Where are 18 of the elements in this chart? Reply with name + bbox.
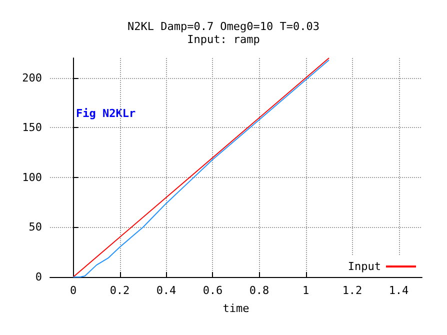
x-tick-label: 1.2: [342, 284, 362, 297]
y-tick-label: 200: [22, 71, 42, 84]
x-tick-label: 0.8: [249, 284, 270, 297]
chart-subtitle: Input: ramp: [187, 33, 260, 46]
x-tick-label: 0.4: [156, 284, 177, 297]
y-tick-label: 150: [22, 121, 42, 134]
x-tick-label: 0: [70, 284, 77, 297]
y-tick-label: 0: [35, 270, 42, 284]
annotation: Fig N2KLr: [76, 107, 136, 120]
chart-title: N2KL Damp=0.7 Omeg0=10 T=0.03: [127, 20, 320, 33]
x-tick-label: 1: [302, 284, 310, 297]
x-tick-label: 0.6: [202, 284, 223, 297]
y-tick-label: 100: [22, 170, 42, 184]
x-tick-label: 1.4: [388, 284, 410, 297]
x-tick-label: 0.2: [110, 284, 130, 297]
x-axis-title: time: [222, 302, 250, 315]
y-tick-label: 50: [28, 220, 42, 234]
legend-label: Input: [348, 260, 381, 273]
